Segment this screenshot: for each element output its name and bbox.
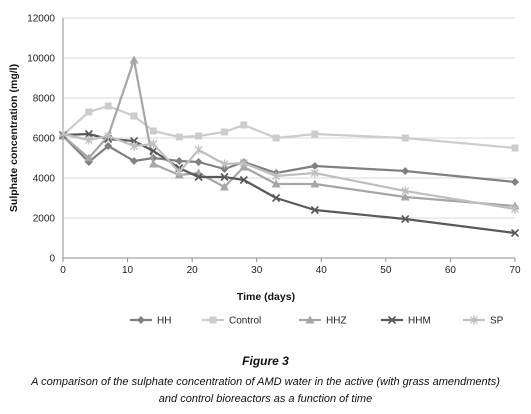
y-tick-label: 2000: [33, 214, 56, 225]
data-point-sp: [401, 186, 410, 196]
data-point-control: [175, 133, 183, 141]
legend-marker: [137, 316, 145, 324]
figure-caption-line-1: A comparison of the sulphate concentrati…: [31, 376, 500, 388]
data-point-sp: [104, 131, 113, 141]
data-point-control: [130, 112, 138, 120]
y-tick-labels: 0 2000 4000 6000 8000 10000 12000: [27, 14, 55, 265]
figure-caption: A comparison of the sulphate concentrati…: [0, 374, 531, 408]
data-point-hhz: [400, 192, 410, 201]
data-point-sp: [272, 171, 281, 181]
data-point-hh: [220, 165, 229, 173]
y-tick-label: 12000: [27, 14, 55, 25]
y-tick-label: 8000: [33, 94, 56, 105]
data-point-hhz: [219, 182, 229, 191]
series-line-hhz: [62, 58, 516, 208]
legend-marker: [305, 315, 315, 324]
legend-label: HHM: [408, 316, 431, 327]
legend-item-control: Control: [202, 316, 261, 327]
legend-item-hhz: HHZ: [299, 315, 347, 327]
data-point-control: [401, 134, 409, 142]
data-point-control: [220, 128, 228, 136]
data-point-hhm: [310, 205, 319, 215]
y-tick-label: 4000: [33, 174, 56, 185]
legend-marker: [470, 315, 478, 325]
data-point-sp: [130, 141, 138, 151]
x-tick-label: 20: [187, 265, 199, 276]
data-point-sp: [194, 145, 203, 155]
x-tick-label: 60: [445, 265, 457, 276]
data-point-control: [311, 130, 319, 138]
x-tick-label: 40: [316, 265, 328, 276]
data-point-sp: [59, 129, 67, 139]
data-point-hh: [130, 157, 139, 165]
series-hhz: [58, 55, 520, 210]
legend-label: SP: [490, 316, 504, 327]
data-point-hh: [310, 162, 319, 170]
x-tick-label: 0: [60, 265, 66, 276]
y-tick-label: 0: [49, 254, 55, 265]
data-point-hhm: [84, 129, 93, 139]
x-axis-label: Time (days): [237, 291, 295, 303]
data-point-sp: [220, 159, 229, 169]
data-point-control: [272, 134, 280, 142]
data-point-hh: [511, 178, 519, 186]
data-point-hhm: [149, 146, 158, 156]
data-point-hh: [194, 158, 203, 166]
y-tick-label: 10000: [27, 54, 55, 65]
data-point-sp: [239, 158, 248, 168]
axes: [62, 18, 516, 262]
figure-title: Figure 3: [242, 354, 289, 368]
legend-marker: [387, 315, 397, 325]
legend-label: HHZ: [326, 316, 347, 327]
x-tick-labels: 0 10 20 30 40 50 60 70: [60, 265, 521, 276]
data-point-sp: [511, 204, 519, 214]
data-point-hhm: [272, 193, 281, 203]
data-point-hhm: [194, 172, 203, 182]
data-point-sp: [175, 167, 184, 177]
data-point-hh: [401, 167, 410, 175]
x-tick-label: 30: [251, 265, 263, 276]
legend-item-hh: HH: [130, 316, 171, 327]
series-lines: [58, 55, 520, 238]
data-point-hhm: [220, 172, 229, 182]
legend-label: HH: [157, 316, 171, 327]
data-point-hhz: [129, 55, 139, 64]
data-point-hh: [104, 142, 113, 150]
x-tick-label: 50: [380, 265, 392, 276]
y-tick-label: 6000: [33, 134, 56, 145]
data-point-hhm: [510, 228, 520, 238]
y-axis-label: Sulphate concentration (mg/l): [8, 64, 20, 212]
data-point-hhm: [239, 175, 248, 185]
data-point-hh: [175, 157, 184, 165]
data-point-hhz: [310, 179, 320, 188]
x-tick-label: 10: [122, 265, 134, 276]
data-point-control: [104, 102, 112, 110]
data-point-hhz: [84, 153, 94, 162]
data-point-control: [240, 121, 248, 129]
x-tick-label: 70: [509, 265, 521, 276]
data-point-control: [511, 144, 519, 152]
legend-marker: [209, 316, 217, 324]
legend-item-hhm: HHM: [381, 316, 431, 327]
series-sp: [59, 129, 519, 214]
data-point-control: [149, 127, 157, 135]
sulphate-line-chart: 0 10 20 30 40 50 60 70 0 2000 4000 6000 8000 10000 12…: [8, 14, 521, 327]
data-point-hhz: [148, 159, 158, 168]
legend-label: Control: [229, 316, 261, 327]
data-point-sp: [310, 168, 319, 178]
data-point-control: [195, 132, 203, 140]
legend: HH Control HHZ HHM SP: [130, 315, 504, 327]
data-point-sp: [84, 135, 93, 145]
legend-item-sp: SP: [463, 315, 504, 327]
figure-caption-line-2: and control bioreactors as a function of…: [158, 393, 373, 405]
gridlines: [63, 17, 515, 219]
data-point-hhm: [401, 214, 410, 224]
data-point-sp: [149, 139, 158, 149]
series-control: [59, 102, 519, 152]
data-point-control: [85, 108, 93, 116]
data-point-hhz: [271, 179, 281, 188]
